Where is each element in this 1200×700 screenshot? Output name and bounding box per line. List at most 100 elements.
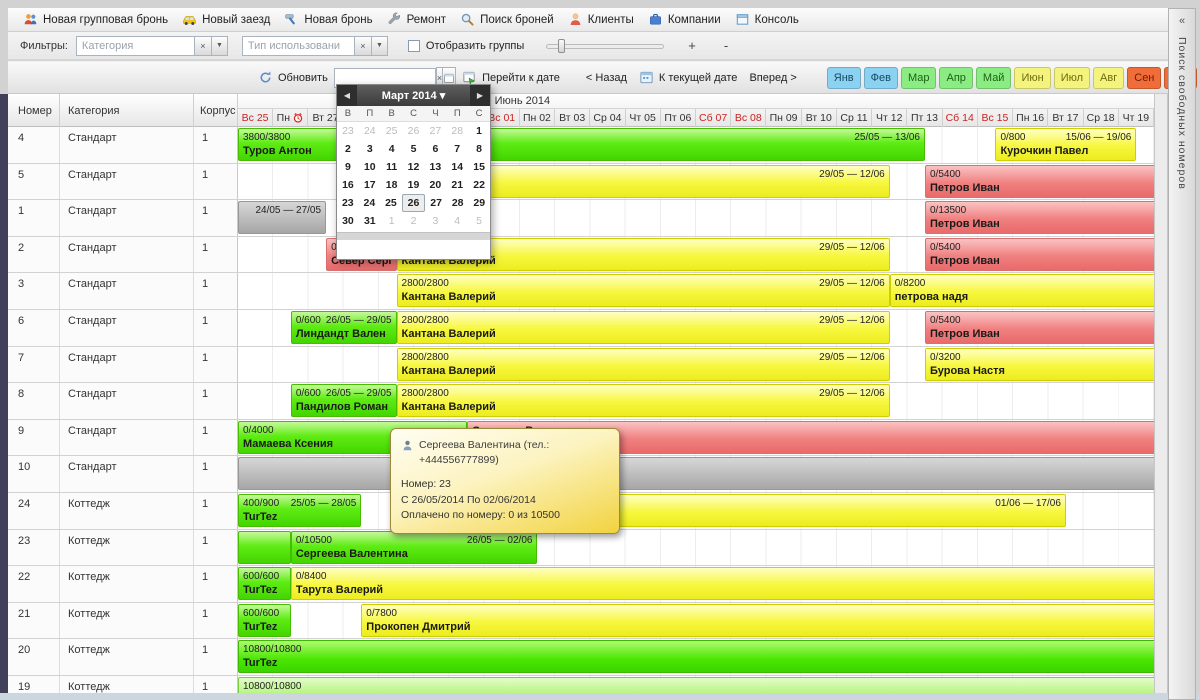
expand-panel-icon[interactable]: «	[1178, 15, 1186, 27]
calendar-day[interactable]: 9	[345, 161, 351, 173]
date-header-cell[interactable]: Чт 05	[626, 109, 661, 127]
forward-button[interactable]: Вперед >	[749, 71, 797, 84]
calendar-day[interactable]: 8	[476, 143, 482, 155]
calendar-day[interactable]: 14	[451, 161, 464, 173]
date-header-cell[interactable]: Пн	[273, 109, 309, 127]
calendar-day[interactable]: 18	[385, 179, 398, 191]
month-button-6[interactable]: Июн	[1014, 66, 1051, 89]
month-button-2[interactable]: Фев	[863, 66, 898, 89]
month-button-5[interactable]: Май	[975, 66, 1012, 89]
date-header-cell[interactable]: Пт 06	[661, 109, 696, 127]
category-clear-icon[interactable]: ×	[193, 35, 211, 56]
calendar-day[interactable]: 25	[385, 125, 398, 137]
zoom-slider-handle[interactable]	[558, 38, 566, 53]
date-header-cell[interactable]: Чт 12	[872, 109, 908, 127]
calendar-day[interactable]: 10	[363, 161, 376, 173]
date-header-cell[interactable]: Пн 09	[766, 109, 802, 127]
calendar-day[interactable]: 4	[388, 143, 395, 155]
calendar-title[interactable]: Март 2014 ▾	[381, 90, 446, 102]
booking-bar[interactable]: 0/600 26/05 — 29/05 Пандилов Роман	[290, 384, 397, 418]
booking-bar[interactable]: 0/3200 Бурова Настя	[924, 347, 1154, 381]
calendar-day[interactable]: 6	[432, 143, 439, 155]
booking-bar[interactable]	[238, 457, 1154, 491]
zoom-in-button[interactable]: +	[688, 38, 696, 53]
toolbar-button-4[interactable]: Ремонт	[380, 10, 453, 29]
date-header-cell[interactable]: Пн 02	[520, 109, 556, 127]
date-header-cell[interactable]: Чт 19	[1119, 109, 1154, 127]
calendar-day[interactable]: 3	[366, 143, 373, 155]
calendar-day[interactable]: 25	[385, 197, 397, 209]
date-header-cell[interactable]: Вт 17	[1048, 109, 1084, 127]
usage-type-clear-icon[interactable]: ×	[353, 35, 371, 56]
calendar-day[interactable]: 4	[454, 215, 461, 227]
calendar-day[interactable]: 27	[430, 197, 442, 209]
date-header-cell[interactable]: Ср 11	[837, 109, 873, 127]
zoom-out-button[interactable]: -	[723, 38, 729, 53]
booking-bar[interactable]: 2800/2800 29/05 — 12/06 Кантана Валерий	[396, 274, 890, 308]
calendar-day[interactable]: 11	[386, 161, 398, 173]
date-header-cell[interactable]: Ср 18	[1084, 109, 1119, 127]
calendar-prev-icon[interactable]: ◀	[337, 85, 357, 106]
month-button-4[interactable]: Апр	[939, 66, 973, 89]
date-header-cell[interactable]: Вс 08	[731, 109, 767, 127]
calendar-day[interactable]: 22	[473, 179, 485, 191]
booking-bar[interactable]: 0/5400 Петров Иван	[924, 237, 1154, 271]
refresh-button[interactable]: Обновить	[252, 67, 334, 88]
today-button[interactable]: К текущей дате	[633, 67, 744, 88]
vertical-scrollbar[interactable]	[1154, 94, 1168, 693]
date-header-cell[interactable]: Пн 16	[1013, 109, 1049, 127]
zoom-slider-track[interactable]	[546, 43, 665, 49]
show-groups-checkbox[interactable]	[407, 39, 420, 52]
booking-bar[interactable]: 2800/2800 29/05 — 12/06 Кантана Валерий	[396, 384, 890, 418]
free-rooms-panel-collapsed[interactable]: « Поиск свободных номеров	[1168, 8, 1196, 700]
month-button-9[interactable]: Сен	[1127, 66, 1162, 89]
toolbar-button-5[interactable]: Поиск броней	[453, 10, 561, 29]
toolbar-button-6[interactable]: Клиенты	[561, 10, 641, 29]
booking-bar[interactable]: 0/8400 Тарута Валерий	[290, 567, 1154, 601]
month-button-1[interactable]: Янв	[826, 66, 861, 89]
month-button-3[interactable]: Мар	[900, 66, 937, 89]
category-filter-input[interactable]	[75, 35, 194, 56]
calendar-day[interactable]: 29	[473, 197, 486, 209]
date-header-cell[interactable]: Вс 25	[238, 109, 274, 127]
calendar-day[interactable]: 26	[407, 125, 420, 137]
month-button-8[interactable]: Авг	[1093, 66, 1125, 89]
calendar-next-icon[interactable]: ▶	[470, 85, 490, 106]
calendar-day-selected[interactable]: 26	[401, 194, 426, 212]
calendar-day[interactable]: 19	[407, 179, 420, 191]
date-header-cell[interactable]: Вс 01	[485, 109, 520, 127]
booking-bar[interactable]: 0/800 15/06 — 19/06 Курочкин Павел	[995, 128, 1137, 161]
calendar-day[interactable]: 30	[342, 215, 354, 227]
calendar-day[interactable]: 2	[345, 143, 351, 155]
zoom-slider[interactable]	[546, 38, 665, 53]
back-button[interactable]: < Назад	[585, 71, 627, 84]
calendar-day[interactable]: 1	[476, 125, 482, 137]
booking-bar[interactable]	[238, 530, 291, 564]
date-header-cell[interactable]: Сб 07	[696, 109, 732, 127]
calendar-day[interactable]: 23	[342, 125, 354, 137]
calendar-day[interactable]: 13	[429, 161, 442, 173]
toolbar-button-2[interactable]: Новый заезд	[175, 10, 277, 29]
calendar-day[interactable]: 15	[473, 161, 485, 173]
calendar-day[interactable]: 21	[451, 179, 464, 191]
booking-bar[interactable]: 600/600 TurTez	[238, 567, 291, 601]
toolbar-button-3[interactable]: Новая бронь	[277, 10, 379, 29]
calendar-day[interactable]: 2	[410, 215, 417, 227]
calendar-day[interactable]: 3	[432, 215, 439, 227]
calendar-day[interactable]: 31	[363, 215, 376, 227]
calendar-day[interactable]: 5	[476, 215, 482, 227]
free-rooms-panel-title[interactable]: Поиск свободных номеров	[1176, 37, 1188, 190]
usage-type-filter-input[interactable]	[241, 35, 354, 56]
calendar-day[interactable]: 28	[451, 197, 464, 209]
month-button-7[interactable]: Июл	[1053, 66, 1091, 89]
toolbar-button-1[interactable]: Новая групповая бронь	[16, 10, 175, 29]
booking-bar[interactable]: 0/8200 петрова надя	[889, 274, 1154, 308]
goto-date-button[interactable]: Перейти к дате	[456, 67, 566, 88]
booking-bar[interactable]: 2800/2800 29/05 — 12/06 Кантана Валерий	[396, 311, 890, 344]
calendar-day[interactable]: 24	[363, 197, 376, 209]
booking-bar[interactable]: 24/05 — 27/05	[238, 201, 327, 235]
booking-bar[interactable]: 0/600 26/05 — 29/05 Линдандт Вален	[290, 311, 397, 344]
date-header-cell[interactable]: Ср 04	[590, 109, 626, 127]
